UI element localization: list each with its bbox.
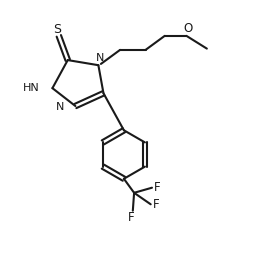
Text: N: N — [95, 53, 104, 63]
Text: O: O — [183, 22, 192, 35]
Text: HN: HN — [23, 83, 40, 93]
Text: F: F — [153, 198, 160, 211]
Text: F: F — [154, 181, 161, 194]
Text: F: F — [128, 211, 135, 224]
Text: N: N — [56, 102, 65, 112]
Text: S: S — [54, 23, 62, 36]
